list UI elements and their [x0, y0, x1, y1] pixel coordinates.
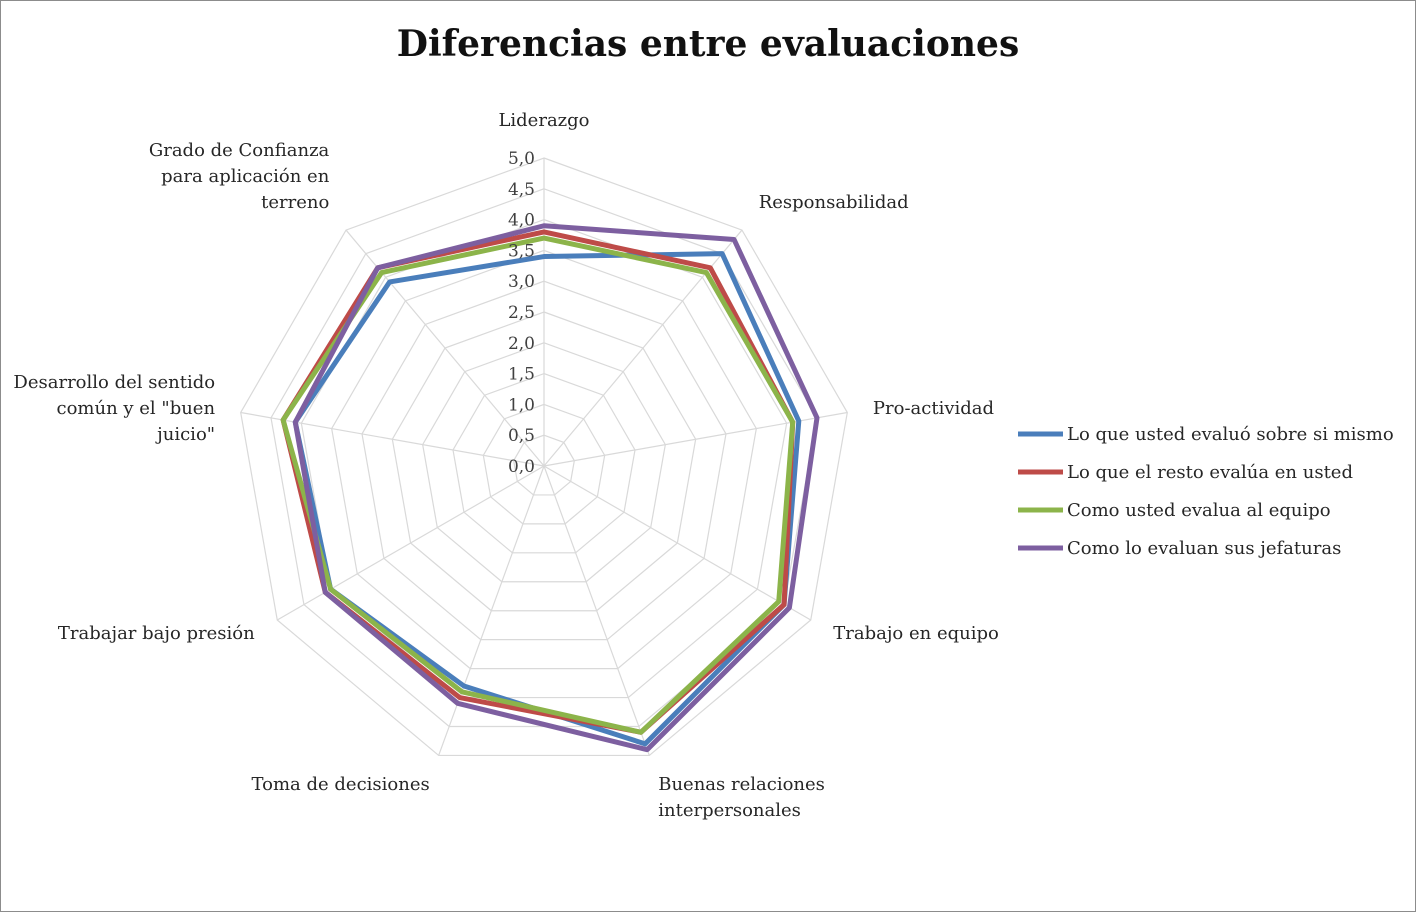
grid-ring	[391, 311, 697, 612]
tick-label: 4,0	[508, 211, 535, 231]
grid-ring	[240, 157, 848, 757]
radar-series	[280, 223, 820, 753]
tick-label: 2,0	[508, 334, 535, 354]
category-label: Grado de Confianza para aplicación en terr…	[149, 140, 330, 213]
series-line-2	[280, 229, 796, 735]
grid-spoke	[543, 465, 650, 756]
radar-category-labels: Liderazgo Responsabilidad Pro-actividad Tra…	[13, 110, 998, 821]
chart-title: Diferencias entre evaluaciones	[397, 23, 1019, 65]
category-label: Liderazgo	[498, 110, 589, 131]
grid-ring	[361, 280, 727, 641]
category-label: Trabajo en equipo	[833, 623, 999, 644]
grid-ring	[482, 403, 606, 525]
radar-grid	[240, 157, 848, 757]
tick-label: 0,0	[508, 457, 535, 477]
category-label-line: Toma de decisiones	[252, 774, 430, 795]
grid-ring	[331, 249, 757, 670]
grid-ring	[452, 372, 636, 554]
category-label-line: interpersonales	[658, 800, 801, 821]
category-label: Toma de decisiones	[252, 774, 430, 795]
series-line-4	[292, 223, 820, 753]
tick-label: 2,5	[508, 303, 535, 323]
category-label-line: Trabajar bajo presión	[58, 623, 255, 644]
category-label-line: juicio"	[155, 424, 215, 445]
category-label-line: Buenas relaciones	[658, 774, 825, 795]
tick-label: 0,5	[508, 426, 535, 446]
category-label: Pro-actividad	[873, 398, 994, 419]
tick-label: 5,0	[508, 149, 535, 169]
category-label-line: Desarrollo del sentido	[13, 372, 215, 393]
legend-label: Como usted evalua al equipo	[1067, 500, 1331, 521]
legend-label: Como lo evaluan sus jefaturas	[1067, 538, 1341, 559]
legend-entry: Lo que el resto evalúa en usted	[1018, 462, 1353, 483]
category-label-line: para aplicación en	[161, 166, 330, 187]
category-label-line: Pro-actividad	[873, 398, 994, 419]
category-label: Responsabilidad	[759, 192, 909, 213]
legend-label: Lo que el resto evalúa en usted	[1067, 462, 1353, 483]
series-line-3	[280, 235, 796, 735]
category-label: Trabajar bajo presión	[58, 623, 255, 644]
radar-tick-labels: 0,0 0,5 1,0 1,5 2,0 2,5 3,0 3,5 4,0 4,5 5,0	[508, 149, 535, 477]
category-label: Buenas relaciones interpersonales	[658, 774, 825, 821]
category-label-line: Grado de Confianza	[149, 140, 330, 161]
grid-ring	[513, 434, 575, 496]
grid-ring	[422, 342, 666, 583]
category-label-line: Liderazgo	[498, 110, 589, 131]
category-label-line: Responsabilidad	[759, 192, 909, 213]
legend-entry: Como usted evalua al equipo	[1018, 500, 1331, 521]
legend-entry: Como lo evaluan sus jefaturas	[1018, 538, 1341, 559]
category-label-line: Trabajo en equipo	[833, 623, 999, 644]
tick-label: 1,5	[508, 365, 535, 385]
grid-spoke	[438, 465, 545, 756]
grid-spoke	[543, 465, 812, 621]
grid-spoke	[543, 411, 848, 467]
tick-label: 4,5	[508, 180, 535, 200]
legend: Lo que usted evaluó sobre si mismo Lo que…	[1018, 424, 1394, 559]
grid-spoke	[240, 411, 545, 467]
category-label: Desarrollo del sentido común y el "buen ju…	[13, 372, 215, 445]
grid-spoke	[276, 465, 545, 621]
legend-entry: Lo que usted evaluó sobre si mismo	[1018, 424, 1394, 445]
tick-label: 1,0	[508, 395, 535, 415]
tick-label: 3,0	[508, 272, 535, 292]
tick-label: 3,5	[508, 241, 535, 261]
category-label-line: común y el "buen	[57, 398, 216, 419]
legend-label: Lo que usted evaluó sobre si mismo	[1067, 424, 1394, 445]
grid-spoke	[543, 229, 743, 467]
category-label-line: terreno	[261, 192, 329, 213]
